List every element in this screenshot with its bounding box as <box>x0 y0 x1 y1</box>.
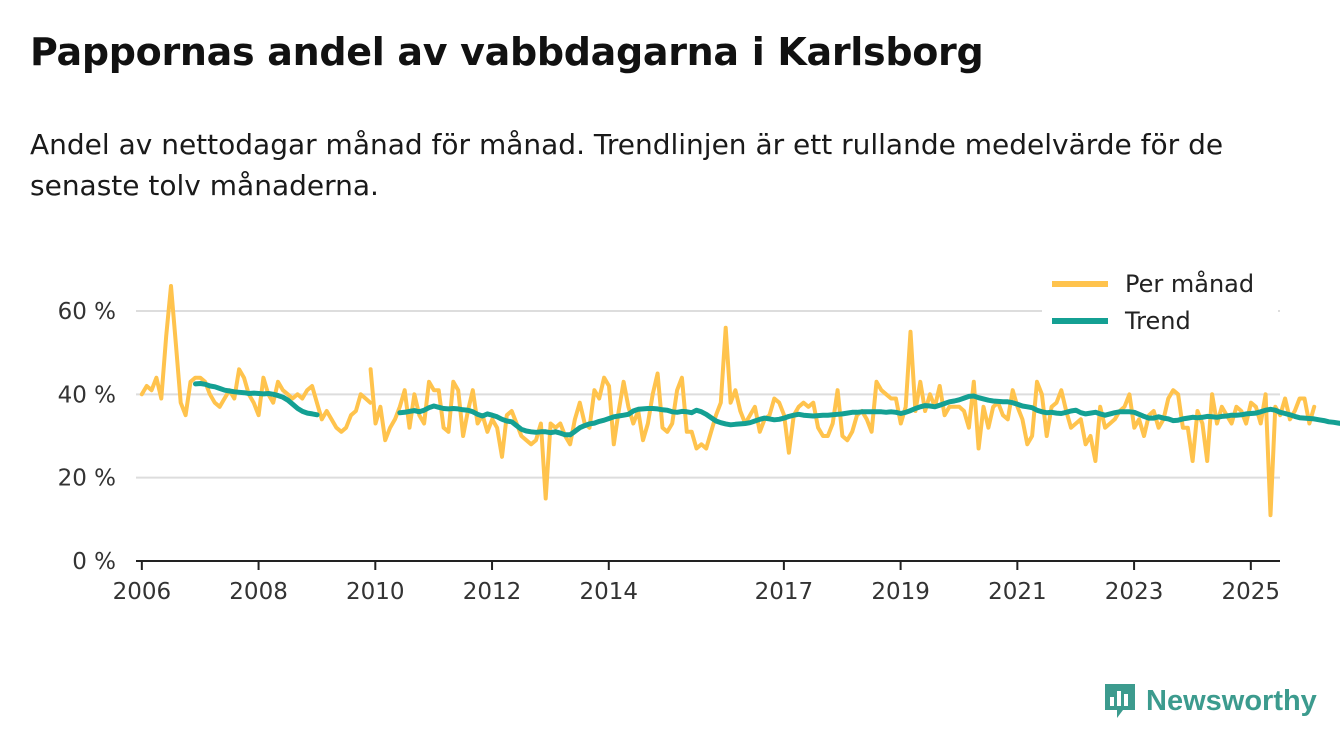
legend: Per månad Trend <box>1042 258 1278 340</box>
x-tick-label: 2008 <box>229 579 288 605</box>
series-lines <box>139 284 1340 518</box>
x-tick-label: 2025 <box>1222 579 1281 605</box>
legend-label-trend: Trend <box>1124 307 1191 335</box>
series-line-trend <box>397 393 1340 438</box>
x-tick-label: 2006 <box>113 579 172 605</box>
series-line-per-manad <box>368 325 1317 518</box>
y-tick-label: 0 % <box>72 549 116 575</box>
x-axis-ticks: 2006 2008 2010 2012 2014 2017 2019 2021 2023 2025 <box>113 561 1281 605</box>
series-line-trend <box>193 381 320 418</box>
brand-name: Newsworthy <box>1146 684 1317 717</box>
legend-background <box>1042 258 1278 340</box>
x-tick-label: 2021 <box>988 579 1047 605</box>
x-tick-label: 2012 <box>463 579 522 605</box>
x-tick-label: 2014 <box>580 579 639 605</box>
series-line-per-manad <box>139 284 373 434</box>
chart-subtitle: Andel av nettodagar månad för månad. Tre… <box>30 128 1224 202</box>
brand-logo: Newsworthy <box>1102 682 1317 720</box>
x-tick-label: 2023 <box>1105 579 1164 605</box>
y-axis-ticks: 0 % 20 % 40 % 60 % <box>58 299 116 575</box>
x-tick-label: 2017 <box>755 579 814 605</box>
legend-label-per-manad: Per månad <box>1125 269 1254 298</box>
newsworthy-logo-icon <box>1105 684 1135 718</box>
x-tick-label: 2019 <box>871 579 930 605</box>
y-tick-label: 20 % <box>58 466 116 492</box>
y-tick-label: 60 % <box>58 299 116 325</box>
x-tick-label: 2010 <box>346 579 405 605</box>
chart-title: Pappornas andel av vabbdagarna i Karlsbo… <box>30 30 984 74</box>
y-tick-label: 40 % <box>58 382 116 408</box>
